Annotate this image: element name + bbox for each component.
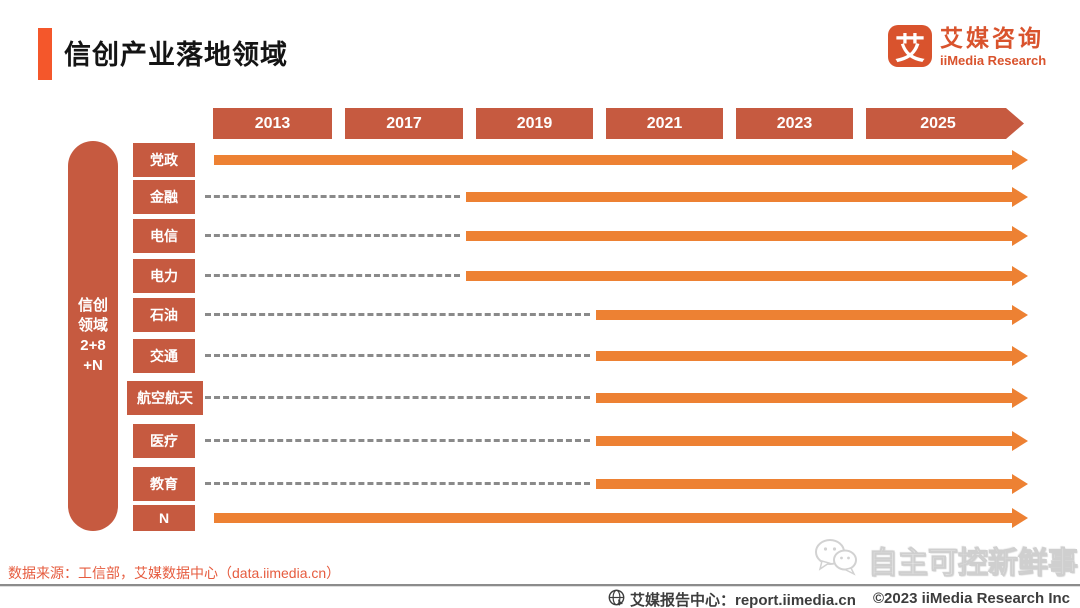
dashed-segment <box>205 439 590 442</box>
solid-arrow-bar <box>214 513 1012 523</box>
year-tick-2019: 2019 <box>476 108 593 139</box>
sidebar-line: 2+8 <box>80 337 106 354</box>
category-box: 教育 <box>133 467 195 501</box>
category-box: 石油 <box>133 298 195 332</box>
solid-arrow-bar <box>214 155 1012 165</box>
year-tick-2023: 2023 <box>736 108 853 139</box>
year-tick-2017: 2017 <box>345 108 463 139</box>
arrow-head-icon <box>1012 305 1028 325</box>
page-title: 信创产业落地领域 <box>64 40 288 70</box>
watermark: 自主可控新鲜事 <box>812 536 1079 583</box>
logo-name-cn: 艾媒咨询 <box>940 25 1044 51</box>
category-box: 电信 <box>133 219 195 253</box>
category-box: 电力 <box>133 259 195 293</box>
report-center-note: 艾媒报告中心：report.iimedia.cn <box>608 589 856 608</box>
category-box: 航空航天 <box>127 381 203 415</box>
copyright-text: ©2023 iiMedia Research Inc <box>873 590 1070 607</box>
solid-arrow-bar <box>466 192 1012 202</box>
category-box: 金融 <box>133 180 195 214</box>
watermark-text: 自主可控新鲜事 <box>868 546 1079 580</box>
solid-arrow-bar <box>466 271 1012 281</box>
year-tick-2025: 2025 <box>866 108 1024 139</box>
arrow-head-icon <box>1012 388 1028 408</box>
dashed-segment <box>205 195 460 198</box>
sidebar-line: 信创 <box>77 296 108 314</box>
solid-arrow-bar <box>596 393 1012 403</box>
arrow-head-icon <box>1012 508 1028 528</box>
iimedia-logo: 艾 艾媒咨询 iiMedia Research <box>888 25 1046 67</box>
data-source-note: 数据来源：工信部，艾媒数据中心（data.iimedia.cn） <box>8 565 341 581</box>
arrow-head-icon <box>1012 431 1028 451</box>
footer-divider <box>0 584 1080 587</box>
arrow-head-icon <box>1012 150 1028 170</box>
solid-arrow-bar <box>596 436 1012 446</box>
solid-arrow-bar <box>596 351 1012 361</box>
year-tick-2013: 2013 <box>213 108 332 139</box>
solid-arrow-bar <box>466 231 1012 241</box>
arrow-head-icon <box>1012 226 1028 246</box>
iimedia-logo-icon: 艾 <box>888 25 932 67</box>
solid-arrow-bar <box>596 310 1012 320</box>
category-box: 医疗 <box>133 424 195 458</box>
category-box: 交通 <box>133 339 195 373</box>
dashed-segment <box>205 234 460 237</box>
arrow-head-icon <box>1012 474 1028 494</box>
category-box: 党政 <box>133 143 195 177</box>
wechat-icon <box>812 536 860 583</box>
logo-name-en: iiMedia Research <box>940 53 1047 68</box>
dashed-segment <box>205 482 590 485</box>
sidebar-line: +N <box>83 357 103 375</box>
report-center-text: 艾媒报告中心：report.iimedia.cn <box>630 592 856 608</box>
globe-icon <box>608 589 625 608</box>
solid-arrow-bar <box>596 479 1012 489</box>
title-accent-bar <box>38 28 52 80</box>
category-box: N <box>133 505 195 531</box>
arrow-head-icon <box>1012 187 1028 207</box>
dashed-segment <box>205 396 590 399</box>
iimedia-logo-text: 艾媒咨询 iiMedia Research <box>940 25 1047 68</box>
sidebar-line: 领域 <box>77 316 108 334</box>
sidebar-label-xinchuang-2-8-n: 信创 领域 2+8 +N <box>68 141 118 531</box>
year-tick-2021: 2021 <box>606 108 723 139</box>
dashed-segment <box>205 313 590 316</box>
arrow-head-icon <box>1012 266 1028 286</box>
dashed-segment <box>205 274 460 277</box>
dashed-segment <box>205 354 590 357</box>
arrow-head-icon <box>1012 346 1028 366</box>
